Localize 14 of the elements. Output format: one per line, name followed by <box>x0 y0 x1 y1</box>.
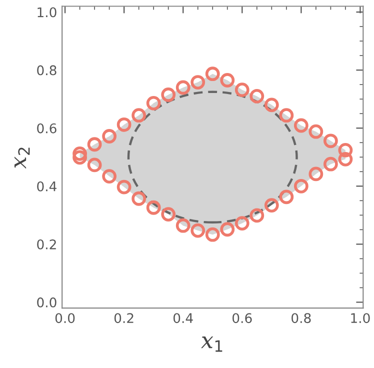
x-tick-label: 0.6 <box>232 313 252 324</box>
x-tick-label: 0.8 <box>292 313 311 324</box>
y-tick-label: 0.2 <box>37 239 56 250</box>
y-tick-label: 0.8 <box>37 65 56 76</box>
x-tick-label: 0.4 <box>173 313 193 324</box>
y-tick-label: 0.4 <box>37 181 56 192</box>
y-tick-label: 1.0 <box>38 7 56 18</box>
y-axis-title: x$_{2}$ <box>14 148 30 169</box>
x-tick-label: 1.0 <box>351 313 370 324</box>
x-axis-title: x$_{1}$ <box>201 336 222 352</box>
x-tick-label: 0.2 <box>114 313 134 324</box>
y-tick-label: 0.0 <box>37 297 56 308</box>
y-tick-label: 0.6 <box>37 123 56 134</box>
x-tick-label: 0.0 <box>55 313 75 324</box>
